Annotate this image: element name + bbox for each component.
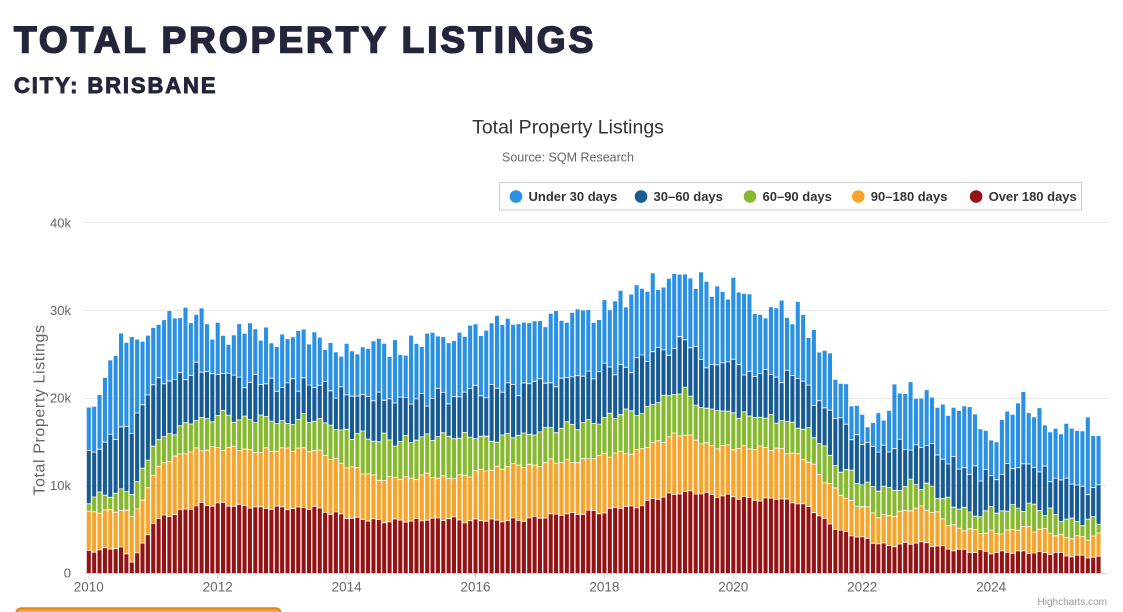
- svg-text:2016: 2016: [460, 580, 490, 595]
- svg-text:CITY: BRISBANE: CITY: BRISBANE: [14, 73, 217, 98]
- svg-text:Under 30 days: Under 30 days: [529, 189, 618, 204]
- svg-text:Total Property Listings: Total Property Listings: [472, 117, 664, 139]
- svg-text:Source: SQM Research: Source: SQM Research: [502, 151, 634, 165]
- svg-text:2022: 2022: [847, 580, 877, 595]
- svg-text:60–90 days: 60–90 days: [763, 189, 832, 204]
- svg-text:2024: 2024: [976, 580, 1007, 595]
- svg-text:30k: 30k: [50, 303, 71, 318]
- svg-text:Total Property Listings: Total Property Listings: [32, 324, 49, 495]
- svg-text:30–60 days: 30–60 days: [654, 189, 723, 204]
- svg-text:2012: 2012: [203, 580, 233, 595]
- svg-text:90–180 days: 90–180 days: [871, 189, 948, 204]
- svg-text:10k: 10k: [50, 478, 71, 493]
- svg-text:2018: 2018: [589, 580, 619, 595]
- svg-text:20k: 20k: [50, 391, 71, 406]
- svg-text:2020: 2020: [718, 580, 748, 595]
- svg-text:Highcharts.com: Highcharts.com: [1038, 597, 1107, 608]
- svg-text:40k: 40k: [50, 216, 71, 231]
- svg-text:2010: 2010: [74, 580, 104, 595]
- svg-text:0: 0: [64, 566, 71, 581]
- svg-text:TOTAL PROPERTY LISTINGS: TOTAL PROPERTY LISTINGS: [14, 20, 596, 61]
- svg-text:2014: 2014: [332, 580, 363, 595]
- svg-text:Over 180 days: Over 180 days: [989, 189, 1077, 204]
